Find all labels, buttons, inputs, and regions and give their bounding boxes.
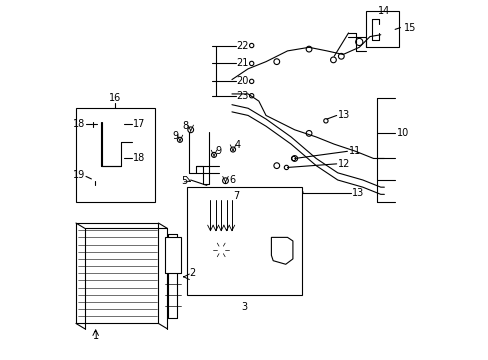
Text: 15: 15 [403,23,416,33]
Text: 22: 22 [236,41,248,50]
Text: 18: 18 [133,153,145,163]
Text: 10: 10 [396,129,408,138]
Text: 7: 7 [233,191,239,201]
Circle shape [217,246,224,253]
Circle shape [253,243,260,250]
Text: 13: 13 [337,111,349,121]
Text: 2: 2 [188,268,195,278]
Text: 12: 12 [337,159,349,169]
Text: 14: 14 [377,6,390,17]
Text: 9: 9 [215,145,222,156]
Text: 23: 23 [236,91,248,101]
Text: 5: 5 [181,176,187,186]
Text: 16: 16 [109,93,122,103]
Text: 19: 19 [73,170,85,180]
Text: 3: 3 [241,302,247,312]
Text: 18: 18 [73,120,85,129]
Bar [187,187,301,295]
Text: 11: 11 [348,146,360,156]
Text: 6: 6 [229,175,235,185]
Polygon shape [271,237,292,264]
Text: 8: 8 [182,121,188,131]
Bar [76,108,155,202]
Text: 9: 9 [172,131,178,140]
Bar [164,237,180,273]
Text: 21: 21 [236,58,248,68]
Text: 20: 20 [236,76,248,86]
Text: 13: 13 [351,188,364,198]
Text: 4: 4 [234,140,240,150]
Text: 17: 17 [133,120,145,129]
Polygon shape [76,223,158,323]
Bar [366,12,398,47]
Text: 1: 1 [92,331,99,341]
